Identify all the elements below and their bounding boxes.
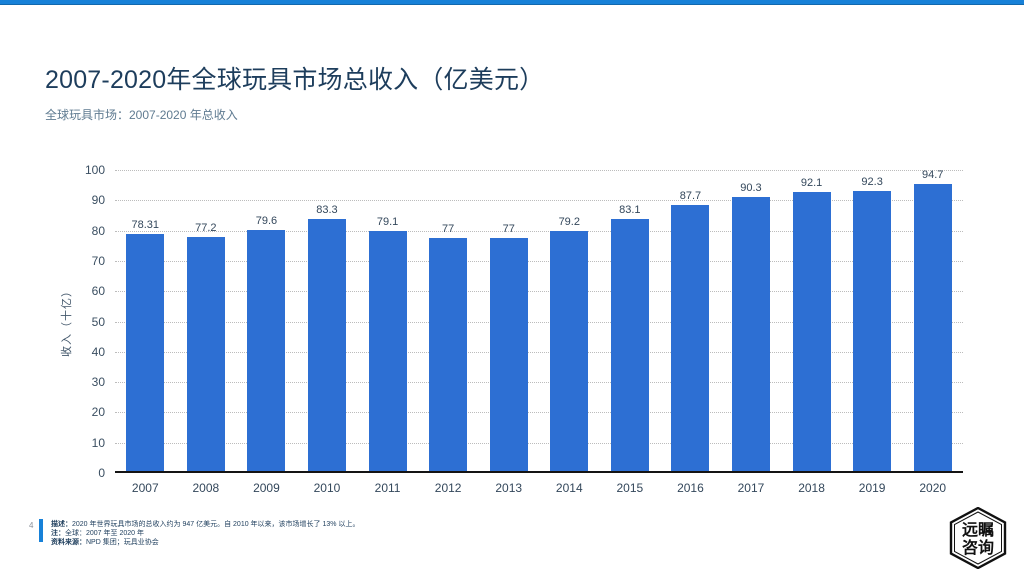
x-label-2010: 2010	[313, 481, 341, 495]
logo-text-line1: 远瞩	[962, 520, 994, 539]
bar-2020	[913, 184, 952, 471]
note-scope: 注：全球：2007 年至 2020 年	[51, 529, 359, 538]
bar-value-2007: 78.31	[131, 218, 160, 231]
company-logo: 远瞩 咨询	[949, 507, 1007, 569]
footer-accent-bar	[39, 519, 43, 542]
bar-2014	[550, 231, 589, 471]
bar-2012	[429, 237, 468, 471]
bar-chart: 收入（十亿） 0 10 20 30 40 50 60 70 80 90 100 78.31 2007 7…	[45, 163, 963, 495]
note-scope-label: 注：	[51, 530, 65, 537]
x-label-2016: 2016	[677, 481, 704, 495]
bar-value-2013: 77	[502, 222, 515, 235]
y-tick-10: 10	[91, 435, 105, 450]
plot-area: 78.31 2007 77.2 2008 79.6 2009 83.3 2010 79.1 201…	[115, 169, 963, 495]
x-label-2014: 2014	[555, 481, 583, 495]
x-label-2020: 2020	[919, 481, 947, 495]
gridline-40	[115, 351, 963, 353]
bar-2013	[489, 237, 528, 471]
bar-value-2014: 79.2	[558, 216, 580, 229]
logo-text-line2: 咨询	[962, 538, 994, 557]
top-accent-bar	[0, 0, 1024, 5]
gridline-90	[115, 200, 963, 202]
logo-hexagon-inner	[954, 511, 1002, 565]
page-title: 2007-2020年全球玩具市场总收入（亿美元）	[45, 66, 545, 94]
gridline-60	[115, 291, 963, 293]
footer: 4 描述：2020 年世界玩具市场的总收入约为 947 亿美元。自 2010 年…	[0, 515, 700, 560]
y-tick-60: 60	[91, 284, 105, 299]
x-label-2012: 2012	[434, 481, 462, 495]
y-tick-100: 100	[84, 163, 105, 177]
bar-value-2015: 83.1	[619, 204, 641, 217]
note-source: 资料来源：NPD 集团；玩具业协会	[51, 538, 359, 547]
logo-hexagon-outer	[949, 507, 1007, 569]
note-description-label: 描述：	[51, 521, 72, 528]
x-label-2015: 2015	[616, 481, 644, 495]
bar-value-2011: 79.1	[376, 216, 399, 229]
bar-2011	[368, 231, 407, 471]
bar-2008	[186, 237, 225, 471]
note-description: 描述：2020 年世界玩具市场的总收入约为 947 亿美元。自 2010 年以来…	[51, 520, 359, 529]
bar-value-2010: 83.3	[316, 203, 338, 216]
x-label-2007: 2007	[131, 481, 159, 495]
y-axis-ticks: 0 10 20 30 40 50 60 70 80 90 100	[45, 163, 105, 480]
page-subtitle: 全球玩具市场：2007-2020 年总收入	[45, 108, 238, 122]
bar-value-2008: 77.2	[195, 222, 217, 235]
x-label-2019: 2019	[858, 481, 886, 495]
bar-value-2017: 90.3	[740, 182, 762, 195]
note-scope-text: 全球：2007 年至 2020 年	[65, 530, 144, 537]
gridline-80	[115, 230, 963, 232]
bar-2009	[247, 229, 286, 471]
page-number: 4	[29, 521, 34, 530]
y-tick-70: 70	[91, 253, 105, 268]
gridline-70	[115, 260, 963, 262]
y-tick-80: 80	[91, 223, 105, 238]
footer-notes: 描述：2020 年世界玩具市场的总收入约为 947 亿美元。自 2010 年以来…	[51, 520, 359, 547]
y-tick-0: 0	[98, 466, 105, 480]
bar-value-2009: 79.6	[255, 214, 278, 227]
bar-2015	[610, 219, 649, 471]
bar-2018	[792, 191, 831, 471]
bar-2019	[853, 191, 892, 471]
x-label-2018: 2018	[798, 481, 825, 495]
bar-2017	[732, 197, 770, 471]
bar-value-2016: 87.7	[679, 190, 702, 203]
gridline-100	[115, 170, 963, 171]
x-label-2013: 2013	[495, 481, 523, 495]
bar-2010	[308, 218, 346, 471]
x-label-2009: 2009	[253, 481, 280, 495]
note-description-text: 2020 年世界玩具市场的总收入约为 947 亿美元。自 2010 年以来，该市…	[72, 521, 360, 528]
gridline-10	[115, 442, 963, 444]
x-label-2011: 2011	[374, 481, 401, 495]
y-tick-20: 20	[91, 405, 105, 420]
note-source-text: NPD 集团；玩具业协会	[86, 539, 159, 546]
bar-value-2019: 92.3	[861, 176, 883, 189]
x-label-2017: 2017	[737, 481, 765, 495]
bar-value-2012: 77	[442, 222, 455, 235]
bar-2007	[126, 233, 165, 471]
y-tick-40: 40	[91, 344, 105, 359]
y-tick-30: 30	[91, 375, 105, 390]
gridline-50	[115, 321, 963, 323]
bar-2016	[671, 205, 710, 471]
y-tick-90: 90	[91, 193, 105, 208]
x-label-2008: 2008	[192, 481, 220, 495]
gridline-30	[115, 382, 963, 384]
y-tick-50: 50	[91, 314, 105, 329]
bar-value-2018: 92.1	[800, 176, 823, 189]
bar-value-2020: 94.7	[921, 169, 944, 182]
gridline-20	[115, 412, 963, 414]
note-source-label: 资料来源：	[51, 539, 86, 546]
